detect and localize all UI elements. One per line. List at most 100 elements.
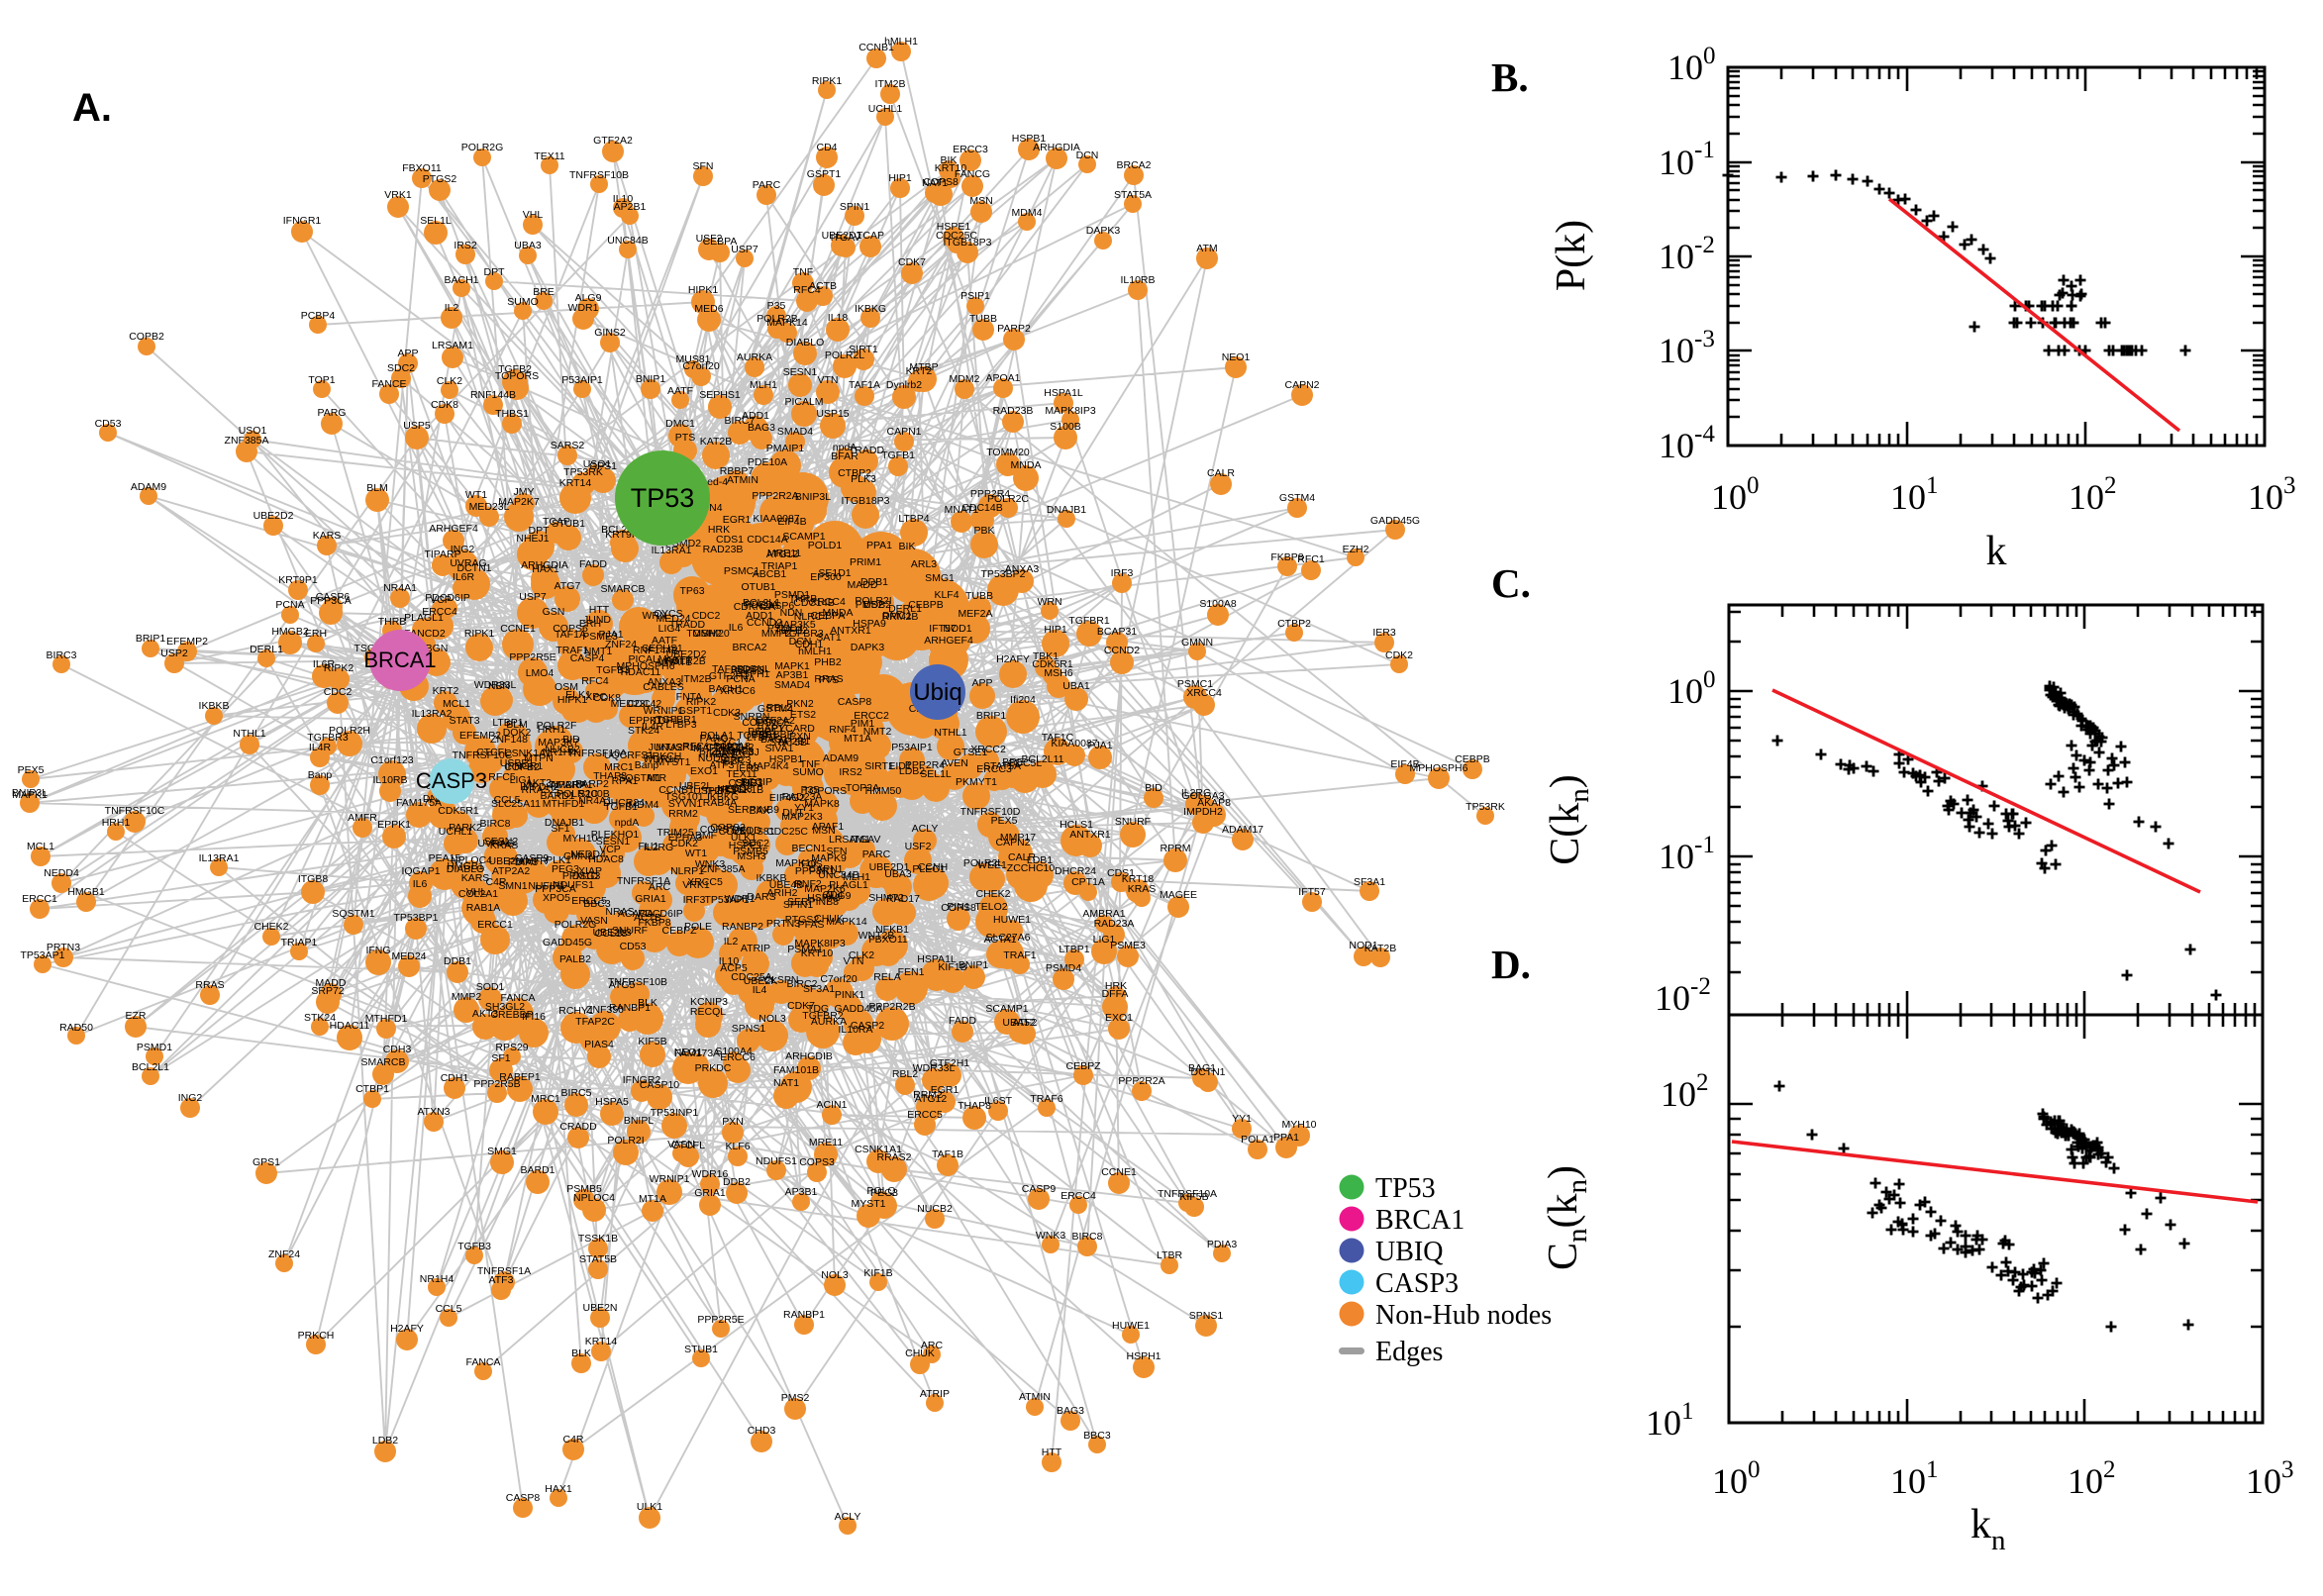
svg-text:10: 10	[1659, 426, 1694, 465]
svg-text:NTHL1: NTHL1	[934, 727, 966, 739]
svg-text:DCN: DCN	[789, 636, 812, 648]
svg-text:POLA1: POLA1	[700, 730, 734, 742]
svg-text:CDC5L: CDC5L	[1008, 757, 1043, 769]
svg-text:TIPARP: TIPARP	[424, 549, 460, 560]
svg-text:10: 10	[1661, 1074, 1696, 1114]
svg-text:MRC1: MRC1	[531, 1093, 560, 1105]
svg-text:k: k	[1986, 529, 2007, 574]
svg-text:MAPK10: MAPK10	[775, 857, 817, 869]
svg-text:XRCC5: XRCC5	[687, 876, 723, 888]
svg-text:LRSAM1: LRSAM1	[829, 834, 870, 846]
svg-text:BIRC3: BIRC3	[47, 649, 77, 661]
svg-text:UBE2K: UBE2K	[744, 975, 777, 987]
svg-text:BIK: BIK	[899, 541, 916, 552]
svg-text:ADAM9: ADAM9	[823, 752, 858, 764]
svg-text:WEE1: WEE1	[977, 859, 1007, 871]
svg-text:HSPA1L: HSPA1L	[1044, 387, 1083, 399]
svg-text:CCND2: CCND2	[747, 617, 782, 629]
svg-text:KCNIP3: KCNIP3	[690, 996, 728, 1008]
svg-text:NAT1: NAT1	[922, 177, 948, 189]
svg-text:EP300: EP300	[810, 571, 842, 583]
svg-text:MAPK14: MAPK14	[826, 916, 867, 928]
svg-text:USP2: USP2	[160, 648, 188, 659]
svg-text:RAD17: RAD17	[886, 893, 920, 905]
svg-text:POLR2C: POLR2C	[556, 788, 598, 800]
svg-text:RFC1: RFC1	[682, 741, 710, 752]
svg-text:FEN1: FEN1	[898, 966, 925, 978]
svg-text:PSIP1: PSIP1	[748, 726, 777, 738]
svg-text:ERCC5: ERCC5	[571, 895, 607, 907]
svg-text:PSMC1: PSMC1	[724, 565, 759, 577]
svg-text:10: 10	[1711, 477, 1747, 517]
svg-text:APP: APP	[971, 677, 992, 689]
svg-text:TIPARP: TIPARP	[549, 779, 585, 791]
svg-text:NMT2: NMT2	[863, 726, 892, 738]
svg-text:ERCC3: ERCC3	[976, 763, 1012, 775]
svg-text:ced-4: ced-4	[702, 476, 728, 488]
svg-text:C.: C.	[1491, 560, 1531, 606]
svg-text:CD53: CD53	[620, 941, 647, 952]
svg-text:WDR33L: WDR33L	[474, 679, 517, 691]
svg-text:MAPK1: MAPK1	[12, 789, 48, 801]
svg-text:RBL2: RBL2	[766, 702, 792, 714]
svg-text:LIG4: LIG4	[658, 623, 681, 635]
svg-text:DAPK3: DAPK3	[1086, 225, 1121, 237]
svg-text:ADD1: ADD1	[746, 610, 773, 622]
svg-text:USO1: USO1	[583, 458, 612, 470]
svg-text:CCNH: CCNH	[918, 861, 948, 873]
svg-text:RAB4A: RAB4A	[703, 797, 737, 809]
svg-text:MAPK14: MAPK14	[766, 317, 808, 329]
svg-text:EXO1: EXO1	[690, 765, 718, 777]
svg-text:WRN: WRN	[1037, 596, 1061, 608]
svg-text:RBBP7: RBBP7	[720, 465, 755, 477]
svg-text:MSN: MSN	[969, 195, 992, 207]
svg-text:ATG5: ATG5	[609, 979, 636, 991]
svg-text:USP5: USP5	[403, 420, 431, 432]
svg-text:KRT2: KRT2	[433, 685, 459, 697]
svg-text:ARHGEF4: ARHGEF4	[924, 635, 973, 647]
svg-text:DIABLO: DIABLO	[786, 337, 825, 349]
svg-text:MDM4: MDM4	[629, 799, 659, 811]
svg-text:EGR1: EGR1	[723, 514, 752, 526]
svg-text:TNFRSF10C: TNFRSF10C	[453, 749, 513, 761]
svg-text:UVRAG: UVRAG	[477, 838, 514, 849]
svg-text:DDB1: DDB1	[860, 576, 888, 588]
svg-text:USP14: USP14	[667, 742, 700, 753]
svg-text:CTBP1: CTBP1	[355, 1083, 389, 1095]
svg-text:CDS1: CDS1	[716, 534, 744, 546]
svg-text:BIK: BIK	[941, 154, 958, 166]
svg-text:AMFR: AMFR	[348, 812, 377, 824]
svg-text:COPS7A: COPS7A	[700, 824, 743, 836]
svg-text:PSIP1: PSIP1	[960, 290, 990, 302]
svg-text:MMP2: MMP2	[761, 628, 791, 640]
svg-text:HUWE1: HUWE1	[993, 914, 1031, 926]
svg-text:CASP10: CASP10	[640, 1079, 679, 1091]
svg-text:ATR: ATR	[647, 772, 667, 784]
svg-text:10: 10	[1655, 978, 1690, 1018]
svg-text:POLR2I: POLR2I	[607, 1135, 644, 1147]
svg-text:MEF2A: MEF2A	[958, 608, 992, 620]
svg-text:THBS1: THBS1	[495, 408, 529, 420]
svg-text:COPS3: COPS3	[799, 1156, 835, 1168]
svg-text:10: 10	[1659, 331, 1694, 370]
svg-text:AP2B1: AP2B1	[614, 201, 647, 213]
svg-text:SCAMP1: SCAMP1	[782, 531, 825, 543]
svg-text:PEX5: PEX5	[18, 764, 45, 776]
svg-text:AATF: AATF	[667, 385, 693, 397]
svg-text:S100A4: S100A4	[715, 1046, 753, 1057]
svg-text:FLI1: FLI1	[638, 841, 658, 852]
svg-text:TRADD: TRADD	[669, 619, 706, 631]
svg-text:SPIN1: SPIN1	[840, 201, 870, 213]
svg-text:KRT14: KRT14	[559, 477, 592, 489]
svg-text:KARS: KARS	[461, 872, 490, 884]
svg-text:SLC25A11: SLC25A11	[491, 798, 541, 810]
svg-text:SCAMP1: SCAMP1	[985, 1003, 1028, 1015]
svg-text:SDC2: SDC2	[387, 362, 415, 374]
svg-text:10: 10	[1890, 477, 1926, 517]
svg-text:MNAT1: MNAT1	[657, 656, 692, 668]
svg-text:CD53: CD53	[95, 418, 122, 430]
svg-text:npdA: npdA	[833, 442, 858, 453]
svg-text:PICALM: PICALM	[784, 396, 823, 408]
svg-text:CDC25C: CDC25C	[766, 826, 808, 838]
svg-text:PSMD1: PSMD1	[137, 1042, 172, 1053]
